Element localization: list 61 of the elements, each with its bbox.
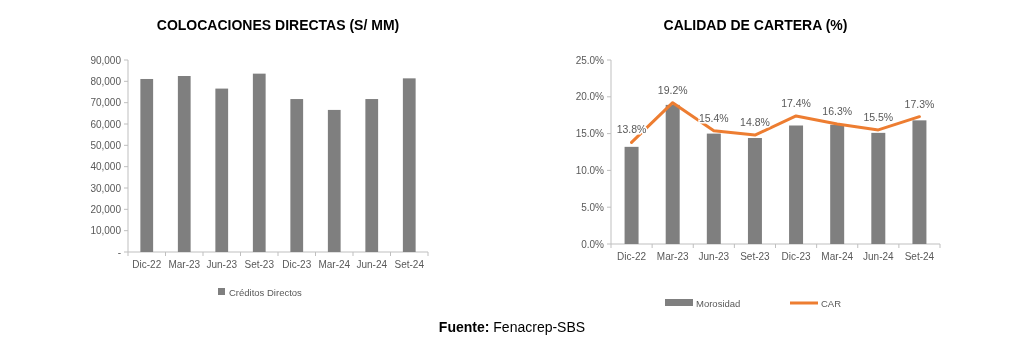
bar [140,78,154,252]
y-tick-label: 10,000 [90,225,122,237]
y-tick-label: 90,000 [90,54,122,66]
x-tick-label: Set-24 [394,259,425,270]
bar [871,132,886,244]
x-tick-label: Dic-23 [282,259,312,270]
x-tick-label: Set-23 [244,259,275,270]
y-tick-label: 60,000 [90,118,122,130]
bar [789,125,804,244]
data-label: 19.2% [657,83,688,96]
y-tick-label: 5.0% [581,201,605,213]
bar [402,78,416,252]
y-tick-label: 20,000 [90,203,122,215]
x-tick-label: Mar-23 [656,251,689,262]
bar [327,109,341,252]
y-tick-label: 40,000 [90,161,122,173]
data-label: 17.3% [904,97,935,110]
x-tick-label: Jun-23 [698,251,730,262]
y-tick-label: - [117,246,121,258]
legend-label: CAR [821,297,842,309]
x-tick-label: Jun-24 [863,251,895,262]
x-tick-label: Mar-23 [168,259,201,270]
y-tick-label: 0.0% [581,238,605,250]
x-tick-label: Mar-24 [821,251,854,262]
source-note: Fuente: Fenacrep-SBS [438,319,586,335]
bar [706,133,721,244]
bar [830,124,845,244]
y-tick-label: 70,000 [90,97,122,109]
legend-label: Créditos Directos [229,286,303,298]
x-tick-label: Dic-22 [617,251,647,262]
data-label: 15.5% [863,110,894,123]
x-tick-label: Mar-24 [318,259,351,270]
data-label: 14.8% [740,116,770,129]
y-tick-label: 80,000 [90,75,122,87]
y-tick-label: 30,000 [90,182,122,194]
legend-label: Morosidad [696,297,741,309]
x-tick-label: Dic-23 [781,251,811,262]
x-tick-label: Set-24 [904,251,935,262]
bar [665,104,680,244]
y-tick-label: 20.0% [575,91,605,103]
chart-title: COLOCACIONES DIRECTAS (S/ MM) [156,17,400,33]
y-tick-label: 10.0% [575,164,605,176]
x-tick-label: Set-23 [740,251,771,262]
y-tick-label: 50,000 [90,139,122,151]
x-tick-label: Dic-22 [132,259,162,270]
bar [365,99,379,252]
chart-title: CALIDAD DE CARTERA (%) [663,17,848,33]
y-tick-label: 25.0% [575,54,605,66]
bar [215,88,229,252]
data-label: 16.3% [822,105,853,118]
bar [252,73,266,252]
x-tick-label: Jun-24 [356,259,388,270]
bar [747,138,762,244]
bar [290,99,304,252]
y-tick-label: 15.0% [575,128,605,140]
data-label: 15.4% [698,111,729,124]
bar [912,120,927,244]
bar [624,146,639,244]
data-label: 17.4% [781,96,811,109]
x-tick-label: Jun-23 [206,259,238,270]
bar [177,76,191,252]
